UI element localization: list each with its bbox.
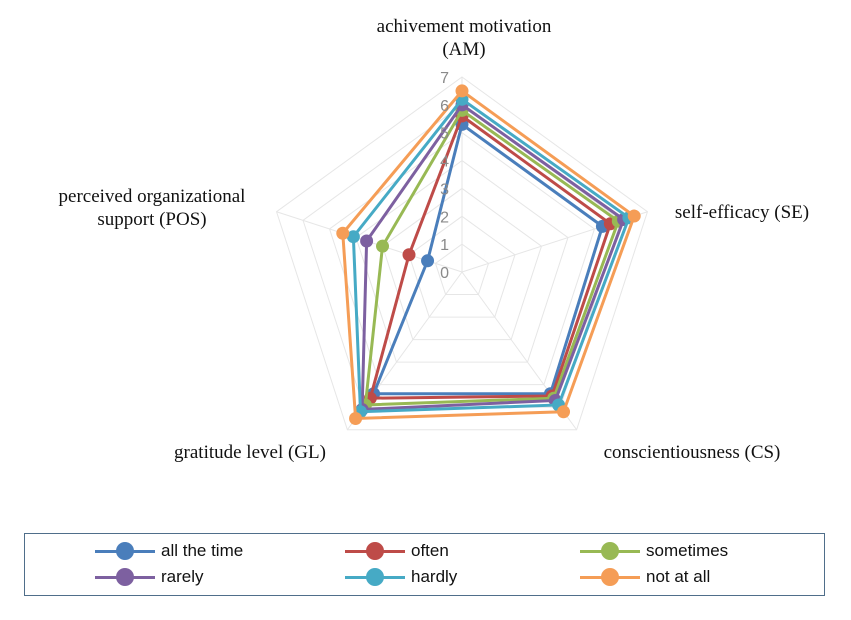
axis-label-line: support (POS) bbox=[97, 209, 206, 230]
legend-swatch bbox=[345, 565, 405, 589]
tick-label: 6 bbox=[440, 98, 449, 115]
data-point bbox=[360, 234, 374, 248]
legend-swatch bbox=[95, 565, 155, 589]
legend-swatch bbox=[580, 539, 640, 563]
series-line-2 bbox=[363, 108, 621, 407]
grid-ring bbox=[408, 215, 516, 318]
data-point bbox=[336, 226, 350, 240]
axis-label-line: conscientiousness (CS) bbox=[604, 442, 781, 463]
legend-marker bbox=[601, 568, 619, 586]
legend-item: sometimes bbox=[580, 539, 728, 563]
grid-ring bbox=[275, 76, 649, 431]
axis-label-line: self-efficacy (SE) bbox=[675, 202, 809, 223]
data-point bbox=[376, 239, 390, 253]
legend-swatch bbox=[580, 565, 640, 589]
legend-label: sometimes bbox=[646, 541, 729, 560]
legend-swatch bbox=[345, 539, 405, 563]
legend-marker bbox=[116, 568, 134, 586]
tick-label: 0 bbox=[440, 265, 449, 282]
legend-marker bbox=[116, 542, 134, 560]
series-line-0 bbox=[371, 121, 605, 396]
tick-label: 2 bbox=[440, 209, 449, 226]
legend-item: rarely bbox=[95, 565, 204, 589]
series-line-5 bbox=[341, 88, 637, 421]
tick-label: 3 bbox=[440, 181, 449, 198]
legend-label: often bbox=[411, 541, 449, 560]
axis-label-line: perceived organizational bbox=[59, 186, 246, 207]
axis-label-line: (AM) bbox=[442, 39, 485, 60]
axis-labels: achivement motivation (AM) self-efficacy (… bbox=[59, 16, 810, 463]
tick-label: 1 bbox=[440, 237, 449, 254]
axis-label: perceived organizational support (POS) bbox=[59, 186, 246, 230]
legend-label: rarely bbox=[161, 567, 204, 586]
legend-item: often bbox=[345, 539, 449, 563]
grid-ring bbox=[328, 132, 596, 386]
radial-tick-labels: 0 1 2 3 4 5 6 7 bbox=[440, 70, 449, 282]
grid-ring bbox=[355, 159, 569, 363]
legend-label: all the time bbox=[161, 541, 244, 560]
axis-label: gratitude level (GL) bbox=[174, 442, 326, 463]
series-line-3 bbox=[360, 102, 626, 412]
legend-swatch bbox=[95, 539, 155, 563]
tick-label: 5 bbox=[440, 126, 449, 143]
radar-chart: 0 1 2 3 4 5 6 7 achivement motivation (AM) self-e… bbox=[59, 16, 810, 463]
data-point bbox=[627, 209, 641, 223]
legend-item: not at all bbox=[580, 565, 710, 589]
axis-label: achivement motivation (AM) bbox=[377, 16, 552, 60]
legend-marker bbox=[366, 568, 384, 586]
axis-label: self-efficacy (SE) bbox=[675, 202, 809, 223]
axis-label-line: achivement motivation bbox=[377, 16, 552, 37]
axis-label: conscientiousness (CS) bbox=[604, 442, 781, 463]
legend-label: not at all bbox=[646, 567, 711, 586]
data-point bbox=[557, 405, 571, 419]
legend-item: hardly bbox=[345, 565, 457, 589]
tick-label: 4 bbox=[440, 154, 449, 171]
grid-ring bbox=[381, 187, 543, 341]
data-point bbox=[421, 254, 435, 268]
series-line-1 bbox=[368, 113, 613, 400]
data-point bbox=[346, 230, 360, 244]
legend-marker bbox=[366, 542, 384, 560]
data-point bbox=[349, 411, 363, 425]
grid-ring bbox=[434, 243, 490, 296]
radar-series bbox=[336, 84, 641, 425]
chart-legend: all the time often sometimes rarely hardly no… bbox=[24, 533, 825, 596]
series-line-4 bbox=[351, 97, 631, 414]
axis-label-line: gratitude level (GL) bbox=[174, 442, 326, 463]
legend-label: hardly bbox=[411, 567, 458, 586]
data-point bbox=[455, 84, 469, 98]
legend-item: all the time bbox=[95, 539, 243, 563]
data-point bbox=[402, 248, 416, 262]
tick-label: 7 bbox=[440, 70, 449, 87]
legend-marker bbox=[601, 542, 619, 560]
